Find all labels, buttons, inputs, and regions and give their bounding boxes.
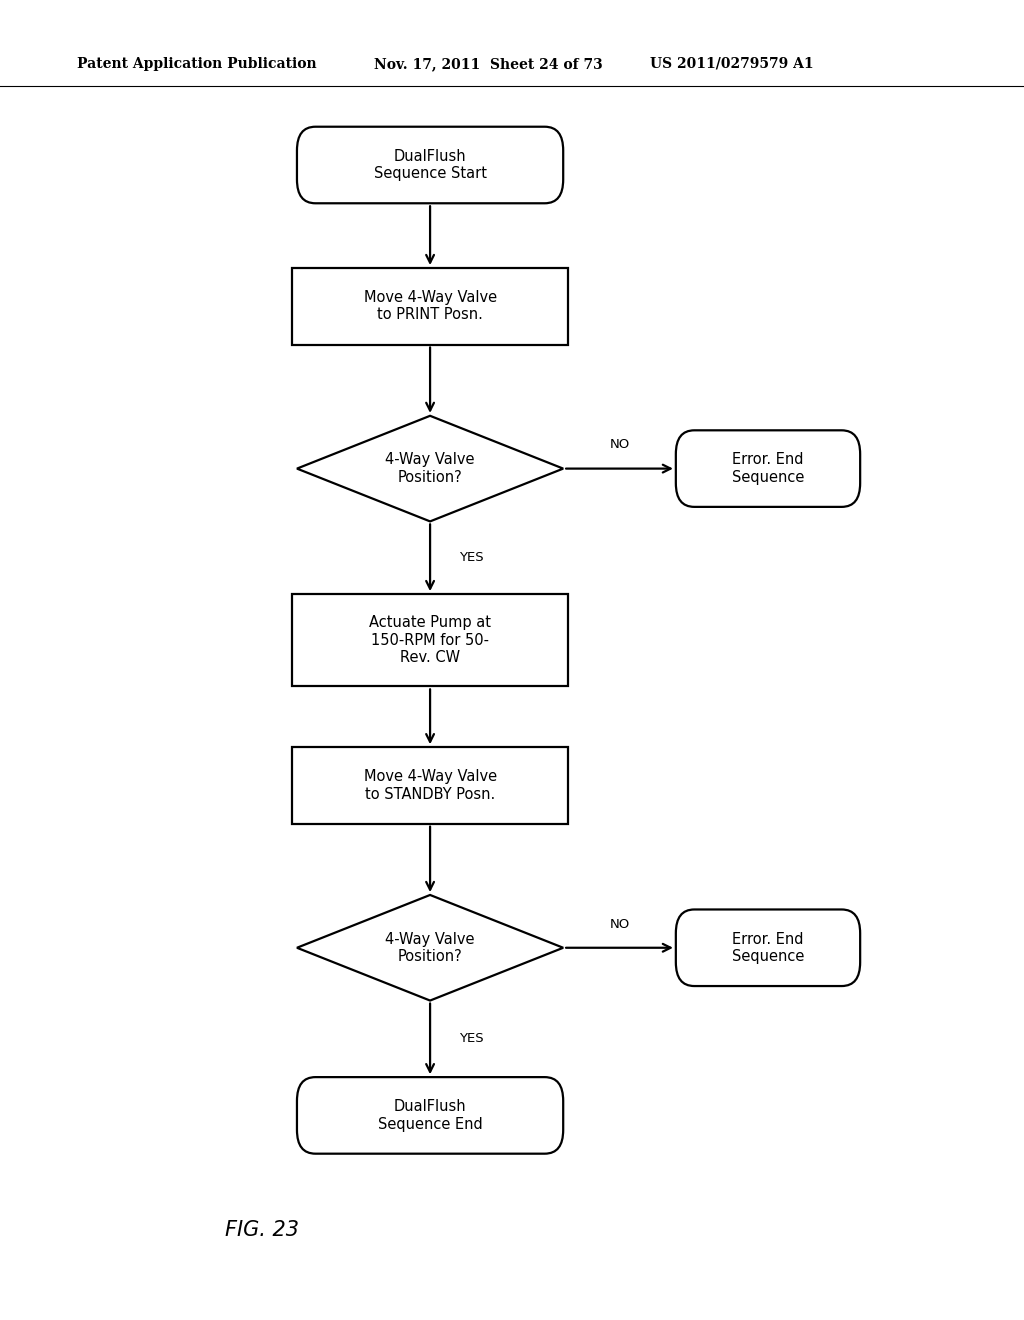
Bar — [292, 747, 568, 824]
Text: YES: YES — [459, 1032, 483, 1045]
Text: Move 4-Way Valve
to PRINT Posn.: Move 4-Way Valve to PRINT Posn. — [364, 290, 497, 322]
Text: DualFlush
Sequence End: DualFlush Sequence End — [378, 1100, 482, 1131]
Bar — [292, 268, 568, 345]
Text: FIG. 23: FIG. 23 — [225, 1220, 299, 1241]
FancyBboxPatch shape — [676, 909, 860, 986]
Text: US 2011/0279579 A1: US 2011/0279579 A1 — [650, 57, 814, 71]
FancyBboxPatch shape — [297, 1077, 563, 1154]
Polygon shape — [297, 416, 563, 521]
Text: Nov. 17, 2011  Sheet 24 of 73: Nov. 17, 2011 Sheet 24 of 73 — [374, 57, 602, 71]
FancyBboxPatch shape — [676, 430, 860, 507]
Text: YES: YES — [459, 552, 483, 564]
Text: 4-Way Valve
Position?: 4-Way Valve Position? — [385, 932, 475, 964]
Text: DualFlush
Sequence Start: DualFlush Sequence Start — [374, 149, 486, 181]
Polygon shape — [297, 895, 563, 1001]
Text: Move 4-Way Valve
to STANDBY Posn.: Move 4-Way Valve to STANDBY Posn. — [364, 770, 497, 801]
Text: NO: NO — [609, 917, 630, 931]
Bar — [292, 594, 568, 686]
Text: Actuate Pump at
150-RPM for 50-
Rev. CW: Actuate Pump at 150-RPM for 50- Rev. CW — [369, 615, 492, 665]
Text: Patent Application Publication: Patent Application Publication — [77, 57, 316, 71]
Text: 4-Way Valve
Position?: 4-Way Valve Position? — [385, 453, 475, 484]
FancyBboxPatch shape — [297, 127, 563, 203]
Text: Error. End
Sequence: Error. End Sequence — [732, 453, 804, 484]
Text: NO: NO — [609, 438, 630, 451]
Text: Error. End
Sequence: Error. End Sequence — [732, 932, 804, 964]
